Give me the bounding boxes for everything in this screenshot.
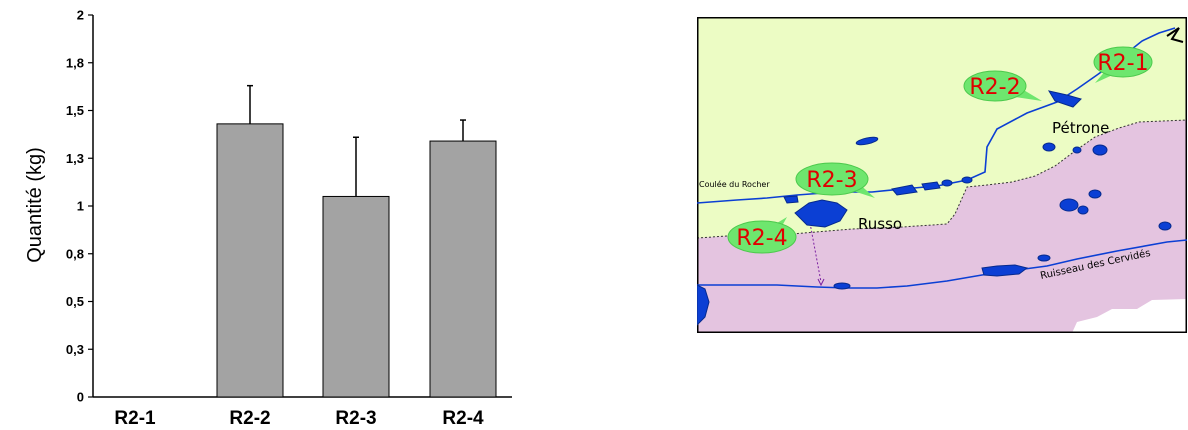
bubble-r2-2: R2-2 (963, 70, 1042, 102)
bubble-r2-4: R2-4 (727, 217, 797, 254)
bubble-r2-1: R2-1 (1093, 46, 1153, 83)
lake-east-1 (1042, 142, 1056, 152)
y-tick-label: 0 (77, 390, 84, 405)
lake-chain-4 (961, 176, 973, 184)
lake-russo (794, 199, 848, 228)
lakes (697, 90, 1172, 326)
bubble-r2-2-label: R2-2 (969, 75, 1020, 100)
x-tick-label: R2-1 (114, 408, 156, 429)
y-tick-label: 2 (77, 8, 84, 23)
place-russo: Russo (858, 215, 902, 233)
y-tick-label: 0,8 (66, 246, 84, 261)
lake-chain-1 (891, 184, 918, 196)
y-tick-label: 0,3 (66, 342, 84, 357)
lake-chain-2 (921, 181, 941, 191)
lake-east-2 (1072, 146, 1082, 154)
x-tick-group: R2-1 R2-2 R2-3 R2-4 (114, 408, 484, 429)
map-border (697, 17, 1187, 333)
map-lower-zone (697, 119, 1187, 333)
x-tick-label: R2-3 (335, 408, 376, 429)
y-tick-group: 0 0,3 0,5 0,8 1 1,3 1,5 1,8 2 (66, 8, 93, 405)
lake-lower-small (833, 282, 851, 290)
lake-lower-cluster (981, 264, 1029, 277)
y-tick-label: 1 (77, 199, 84, 214)
lake-petrone (1047, 90, 1082, 108)
bar-r2-3 (322, 195, 390, 398)
arrow-head (817, 278, 825, 287)
place-petrone: Pétrone (1052, 119, 1109, 137)
north-marker (1166, 27, 1184, 43)
bar-r2-4 (429, 140, 497, 398)
bubble-r2-3-label: R2-3 (806, 168, 857, 193)
x-tick-label: R2-4 (442, 408, 484, 429)
y-tick-label: 1,8 (66, 55, 84, 70)
lake-lower-east-1 (1037, 254, 1051, 262)
lake-east-5 (1059, 198, 1079, 212)
y-tick-label: 0,5 (66, 294, 84, 309)
bar-r2-2 (216, 123, 284, 398)
river-map: R2-1 R2-2 R2-3 R2-4 Pétrone Russo Coulée… (697, 17, 1187, 333)
lake-chain-3 (941, 179, 953, 187)
x-tick-label: R2-2 (229, 408, 270, 429)
bar-group (216, 84, 497, 398)
y-tick-label: 1,5 (66, 103, 84, 118)
place-coulee: Coulée du Rocher (699, 179, 770, 189)
lake-west-edge (697, 284, 710, 326)
lake-lower-east-2 (1158, 221, 1172, 231)
bubble-r2-4-label: R2-4 (736, 226, 787, 251)
map-white-corner (1072, 299, 1187, 333)
lake-upper-small (855, 136, 879, 146)
bubble-r2-3: R2-3 (795, 162, 875, 198)
lower-river (697, 239, 1187, 289)
bar-chart: Quantité (kg) 0 0,3 0,5 0,8 1 1,3 1,5 1,8 2 R2-1… (24, 8, 512, 429)
lake-east-6 (1077, 205, 1089, 215)
bubble-r2-1-label: R2-1 (1097, 51, 1148, 76)
lake-coulee (783, 195, 799, 204)
lake-east-4 (1088, 189, 1102, 199)
y-tick-label: 1,3 (66, 151, 84, 166)
y-axis-label: Quantité (kg) (24, 147, 46, 263)
lake-east-3 (1092, 144, 1108, 156)
